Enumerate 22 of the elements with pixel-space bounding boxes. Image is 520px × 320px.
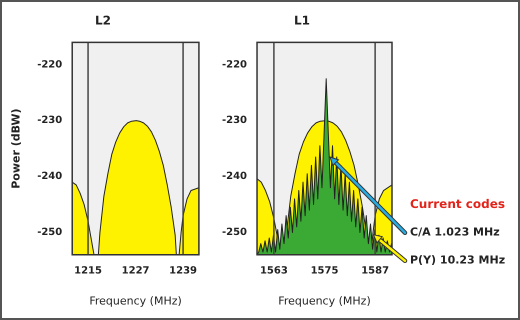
x-tick-label: 1215 — [74, 265, 102, 276]
x-tick-label: 1227 — [122, 265, 150, 276]
y-tick-label: -250 — [222, 227, 248, 238]
x-axis-title: Frequency (MHz) — [89, 294, 182, 308]
y-tick-label: -250 — [37, 227, 62, 238]
chart-title: L2 — [95, 13, 111, 28]
y-tick-label: -230 — [222, 115, 248, 126]
y-tick-label: -220 — [222, 59, 248, 70]
chart-title: L1 — [294, 13, 310, 28]
y-tick-label: -240 — [37, 171, 62, 182]
x-tick-label: 1575 — [310, 265, 338, 276]
y-axis-title: Power (dBW) — [9, 108, 22, 189]
x-tick-label: 1587 — [361, 265, 390, 276]
text: Current codes — [410, 196, 506, 211]
y-tick-label: -220 — [37, 59, 62, 70]
x-tick-label: 1239 — [169, 265, 198, 276]
x-axis-title: Frequency (MHz) — [278, 294, 371, 308]
y-tick-label: -240 — [222, 171, 248, 182]
annotation: C/A 1.023 MHz — [410, 226, 500, 239]
x-tick-label: 1563 — [260, 265, 288, 276]
annotation: P(Y) 10.23 MHz — [410, 254, 506, 267]
y-tick-label: -230 — [37, 115, 62, 126]
